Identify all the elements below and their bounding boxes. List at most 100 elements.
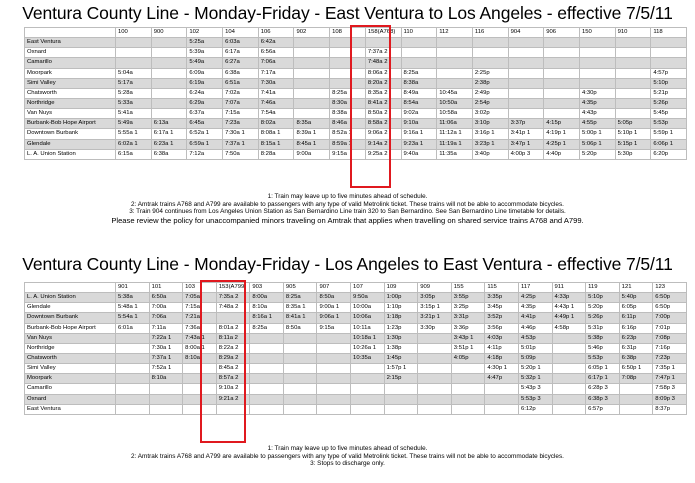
time-cell: 7:46a	[257, 97, 295, 110]
train-number-header: 903	[249, 281, 284, 294]
station-name-cell: Northridge	[24, 342, 116, 354]
time-cell: 7:15a	[182, 302, 217, 314]
time-cell: 5:53p 3	[517, 393, 553, 405]
time-cell	[115, 352, 150, 365]
time-cell	[316, 342, 352, 354]
train-number-header: 115	[484, 281, 519, 294]
time-cell: 8:50a	[316, 292, 352, 304]
time-cell: 5:00p 1	[578, 128, 616, 140]
time-cell	[215, 403, 251, 415]
time-cell: 6:13a	[150, 118, 188, 130]
time-cell: 2:25p	[471, 67, 509, 79]
time-cell: 6:59a 1	[186, 138, 224, 150]
time-cell: 3:31p	[450, 312, 486, 324]
time-cell	[471, 47, 509, 59]
station-name-cell: Camarillo	[24, 57, 116, 69]
time-cell: 8:28a	[257, 148, 295, 160]
train-number-header: 904	[507, 26, 545, 39]
time-cell: 8:08a 1	[257, 128, 295, 140]
station-name-cell: Glendale	[24, 302, 116, 314]
table-row: East Ventura 5:25a 6:03a 6:42a	[24, 37, 687, 49]
time-cell: 4:40p	[543, 148, 580, 160]
time-cell: 3:02p	[471, 108, 509, 120]
time-cell	[436, 57, 473, 69]
time-cell: 9:25a 2	[364, 148, 402, 160]
time-cell: 5:28a	[115, 87, 152, 99]
time-cell	[543, 67, 580, 79]
time-cell	[383, 403, 419, 415]
time-cell	[417, 332, 452, 344]
time-cell: 8:20a 2	[364, 77, 402, 89]
time-cell	[150, 67, 188, 79]
train-number-header: 109	[383, 281, 419, 294]
time-cell: 4:00p 3	[507, 148, 545, 160]
table-row: Simi Valley 5:17a 6:19a 6:51a 7:30a 8:20a 2 8:…	[24, 77, 687, 89]
time-cell: 10:11a	[350, 322, 385, 334]
time-cell	[249, 352, 284, 365]
time-cell: 6:17a	[222, 47, 259, 59]
time-cell: 5:45p	[650, 108, 687, 120]
time-cell	[350, 403, 385, 415]
time-cell: 8:35a	[293, 118, 331, 130]
time-cell: 8:25a	[400, 67, 438, 79]
time-cell: 6:29a	[186, 97, 224, 110]
table1-notes: 1: Train may leave up to five minutes ah…	[0, 193, 695, 225]
time-cell	[614, 97, 652, 110]
train-number-header: 117	[517, 281, 553, 294]
time-cell: 6:20p	[650, 148, 687, 160]
table1-schedule: 100 900 102 104 106 902 108 158(A768) 110 112 116 9…	[24, 26, 687, 160]
time-cell	[417, 363, 452, 375]
time-cell: 7:37a 1	[222, 138, 259, 150]
time-cell	[578, 47, 616, 59]
table-row: Glendale 6:02a 1 6:23a 1 6:59a 1 7:37a 1 8:15…	[24, 138, 687, 150]
time-cell	[350, 393, 385, 405]
time-cell: 7:35p 1	[652, 363, 687, 375]
station-name-cell: Northridge	[24, 97, 116, 110]
time-cell: 5:10p	[585, 292, 620, 304]
time-cell	[293, 108, 331, 120]
time-cell: 2:49p	[471, 87, 509, 99]
time-cell: 4:30p 1	[484, 363, 519, 375]
table-row: Chatsworth 7:37a 1 8:10a 8:29a 2 10:35a 1:45p…	[24, 352, 687, 365]
time-cell: 8:50a	[282, 322, 318, 334]
time-cell	[115, 332, 150, 344]
station-name-cell: Glendale	[24, 138, 116, 150]
table-header-row: 100 900 102 104 106 902 108 158(A768) 110 112 116 9…	[24, 26, 687, 39]
time-cell: 5:53p	[585, 352, 620, 365]
time-cell: 7:05a	[182, 292, 217, 304]
time-cell: 7:30a	[257, 77, 295, 89]
time-cell: 6:01a	[115, 322, 150, 334]
train-number-header: 900	[150, 26, 188, 39]
time-cell: 8:45a 2	[215, 363, 251, 375]
time-cell: 8:59a 1	[329, 138, 366, 150]
time-cell: 7:12a	[186, 148, 224, 160]
time-cell	[182, 373, 217, 385]
table-row: L. A. Union Station 5:38a 6:50a 7:05a 7:35a …	[24, 292, 687, 304]
time-cell: 5:05p	[614, 118, 652, 130]
time-cell	[507, 67, 545, 79]
time-cell: 8:25a	[249, 322, 284, 334]
train-number-header: 100	[115, 26, 152, 39]
time-cell: 1:45p	[383, 352, 419, 365]
time-cell: 8:25a	[329, 87, 366, 99]
table-row: Camarillo 5:49a 6:27a 7:06a 7:48a 2	[24, 57, 687, 69]
time-cell	[383, 393, 419, 405]
table1-note: 2: Amtrak trains A768 and A799 are avail…	[131, 200, 564, 208]
time-cell: 8:54a	[400, 97, 438, 110]
time-cell: 6:52a 1	[186, 128, 224, 140]
time-cell: 8:50a 2	[364, 108, 402, 120]
time-cell: 3:35p	[484, 292, 519, 304]
time-cell	[182, 403, 217, 415]
time-cell: 5:49a	[186, 57, 224, 69]
time-cell: 8:10a	[182, 352, 217, 365]
time-cell	[150, 47, 188, 59]
time-cell	[282, 342, 318, 354]
time-cell: 5:17a	[115, 77, 152, 89]
table-row: Oxnard 5:39a 6:17a 6:56a 7:37a 2	[24, 47, 687, 59]
time-cell	[249, 393, 284, 405]
time-cell: 5:01p	[517, 342, 553, 354]
train-number-header: 101	[148, 281, 184, 294]
time-cell	[115, 373, 150, 385]
table2-note: 1: Train may leave up to five minutes ah…	[267, 445, 428, 452]
time-cell	[249, 363, 284, 375]
